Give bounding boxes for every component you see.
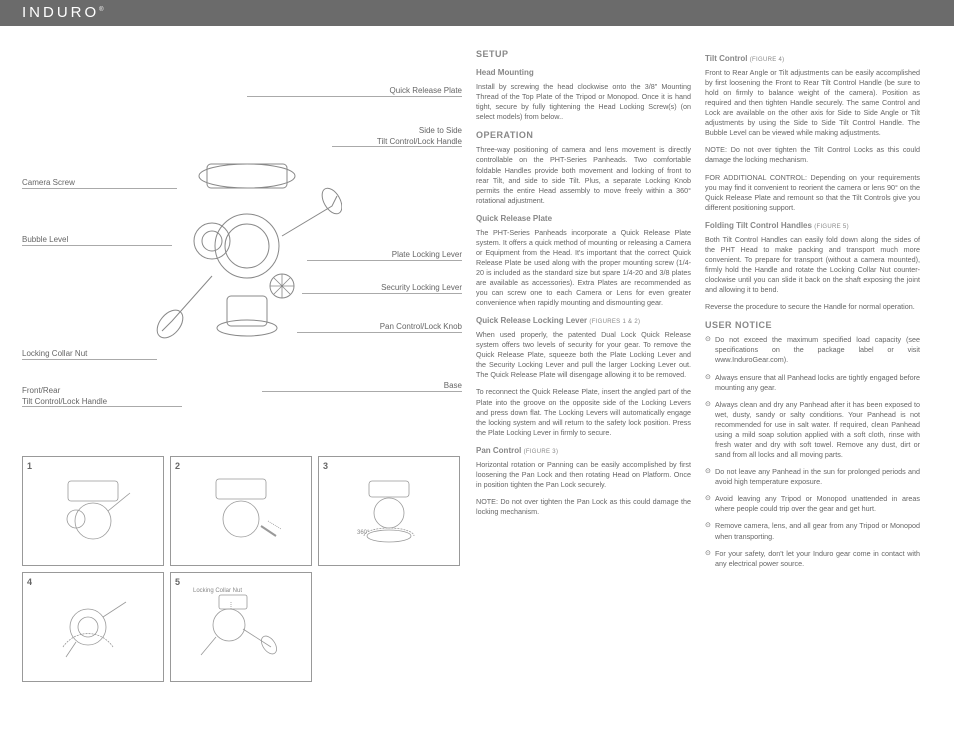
label-side-tilt: Side to Side Tilt Control/Lock Handle — [377, 126, 462, 148]
figure-grid: 1 2 3360° 4 5Locking Collar Nut — [22, 456, 462, 682]
head-mounting-body: Install by screwing the head clockwise o… — [476, 82, 691, 122]
qrp-heading: Quick Release Plate — [476, 214, 691, 225]
left-column: Camera Screw Bubble Level Locking Collar… — [22, 46, 462, 682]
notice-item: Do not exceed the maximum specified load… — [705, 335, 920, 365]
qrp-body: The PHT-Series Panheads incorporate a Qu… — [476, 228, 691, 309]
qrll-body1: When used properly, the patented Dual Lo… — [476, 330, 691, 380]
notice-item: Avoid leaving any Tripod or Monopod unat… — [705, 494, 920, 514]
header-bar: INDURO® — [0, 0, 954, 26]
user-notice-list: Do not exceed the maximum specified load… — [705, 335, 920, 568]
figure-5: 5Locking Collar Nut — [170, 572, 312, 682]
folding-heading: Folding Tilt Control Handles (FIGURE 5) — [705, 221, 920, 232]
label-front-rear: Front/Rear Tilt Control/Lock Handle — [22, 386, 107, 408]
head-mounting-heading: Head Mounting — [476, 68, 691, 79]
tilt-note: NOTE: Do not over tighten the Tilt Contr… — [705, 145, 920, 165]
figure-1: 1 — [22, 456, 164, 566]
pan-heading: Pan Control (FIGURE 3) — [476, 446, 691, 457]
tilt-body: Front to Rear Angle or Tilt adjustments … — [705, 68, 920, 139]
pan-body: Horizontal rotation or Panning can be ea… — [476, 460, 691, 490]
figure-4: 4 — [22, 572, 164, 682]
col-2: Tilt Control (FIGURE 4) Front to Rear An… — [705, 46, 920, 682]
notice-item: Always clean and dry any Panhead after i… — [705, 400, 920, 460]
product-illustration — [152, 146, 342, 346]
notice-item: Always ensure that all Panhead locks are… — [705, 373, 920, 393]
notice-item: For your safety, don't let your Induro g… — [705, 549, 920, 569]
brand-logo: INDURO® — [22, 3, 107, 23]
text-columns: SETUP Head Mounting Install by screwing … — [476, 46, 932, 682]
page-content: Camera Screw Bubble Level Locking Collar… — [0, 26, 954, 702]
main-diagram: Camera Screw Bubble Level Locking Collar… — [22, 46, 462, 416]
operation-intro: Three-way positioning of camera and lens… — [476, 145, 691, 205]
tilt-heading: Tilt Control (FIGURE 4) — [705, 54, 920, 65]
pan-note: NOTE: Do not over tighten the Pan Lock a… — [476, 497, 691, 517]
setup-heading: SETUP — [476, 48, 691, 60]
figure-2: 2 — [170, 456, 312, 566]
folding-body: Both Tilt Control Handles can easily fol… — [705, 235, 920, 295]
figure-3: 3360° — [318, 456, 460, 566]
tilt-additional: FOR ADDITIONAL CONTROL: Depending on you… — [705, 173, 920, 213]
operation-heading: OPERATION — [476, 129, 691, 141]
folding-reverse: Reverse the procedure to secure the Hand… — [705, 302, 920, 312]
col-1: SETUP Head Mounting Install by screwing … — [476, 46, 691, 682]
qrll-body2: To reconnect the Quick Release Plate, in… — [476, 387, 691, 437]
notice-item: Do not leave any Panhead in the sun for … — [705, 467, 920, 487]
notice-item: Remove camera, lens, and all gear from a… — [705, 521, 920, 541]
user-notice-heading: USER NOTICE — [705, 319, 920, 331]
qrll-heading: Quick Release Locking Lever (FIGURES 1 &… — [476, 316, 691, 327]
